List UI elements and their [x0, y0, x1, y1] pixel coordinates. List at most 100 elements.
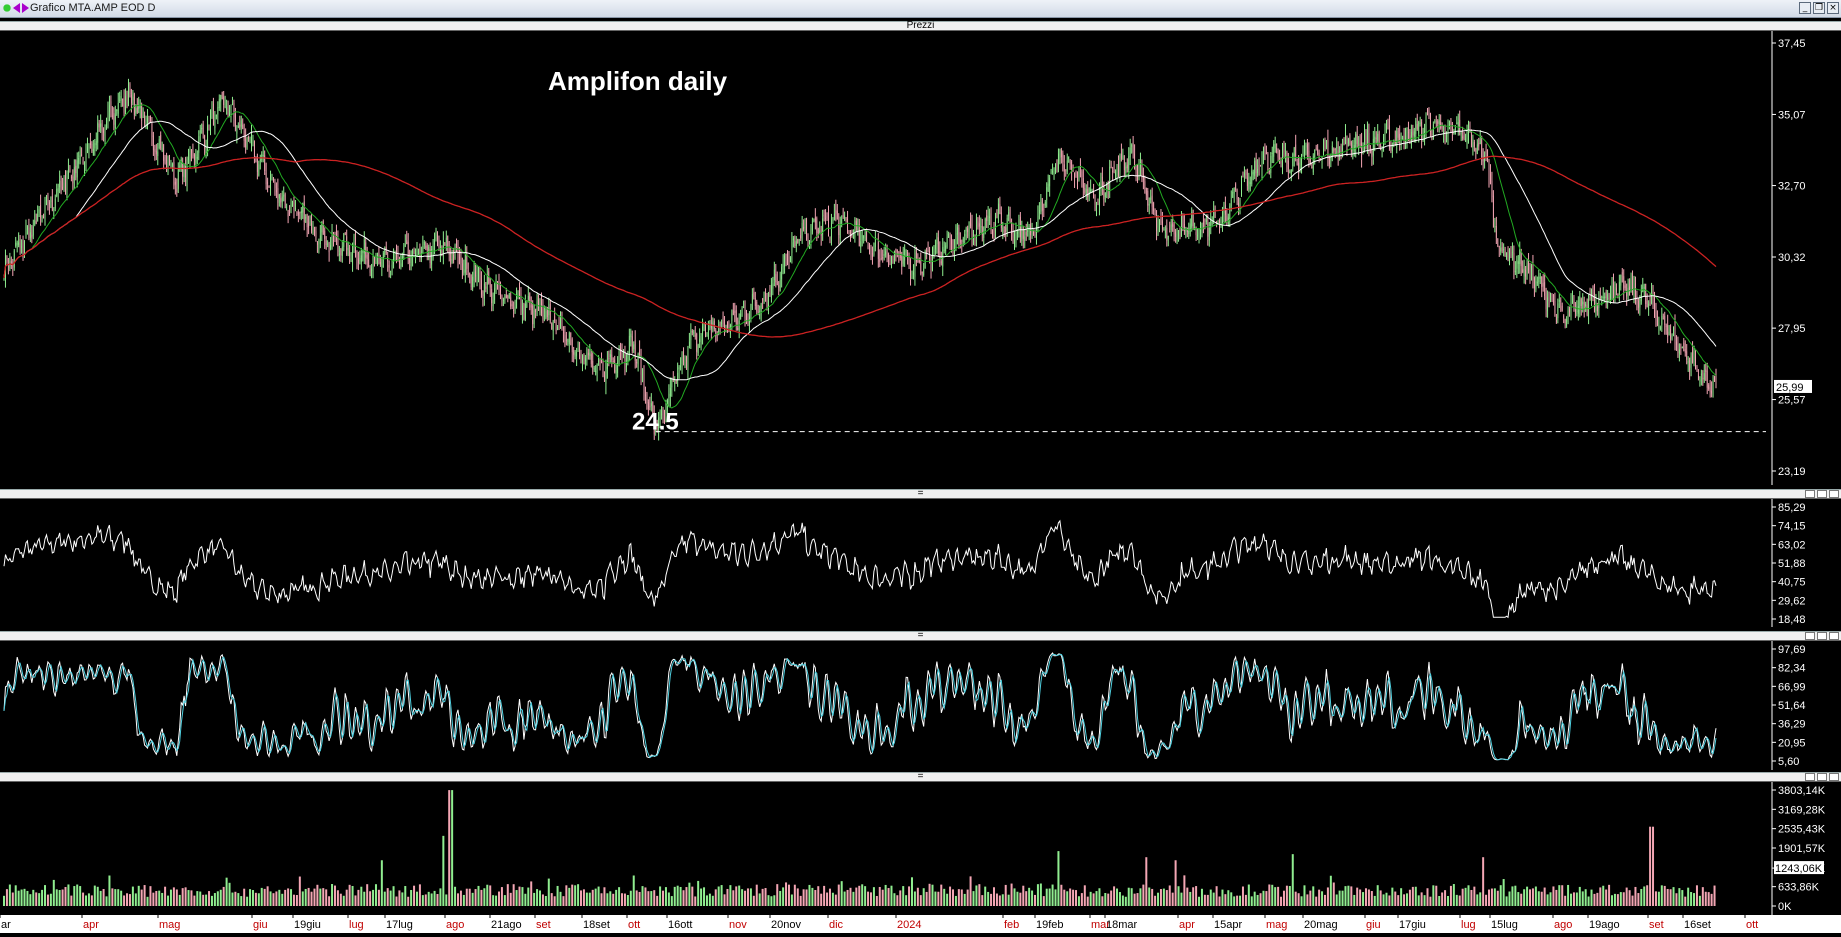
volume-bar [1408, 889, 1411, 906]
candle-body [1626, 290, 1628, 297]
candle-body [965, 227, 967, 232]
candle-body [1645, 283, 1647, 305]
pane-minimize-button[interactable] [1805, 490, 1815, 498]
candle-body [1497, 238, 1499, 247]
volume-bar [366, 884, 369, 906]
volume-bar [1323, 894, 1326, 906]
stochastic-pane[interactable]: 97,69 82,34 66,99 51,64 36,29 20,95 5,60 [0, 641, 1841, 770]
pane-close-button[interactable] [1829, 632, 1839, 640]
candle-body [926, 247, 928, 255]
candle-body [1488, 161, 1490, 178]
volume-bar [1177, 886, 1180, 906]
volume-bar [1356, 887, 1359, 906]
candle-body [571, 339, 573, 353]
volume-pane[interactable]: 3803,14K3169,28K2535,43K1901,57K1243,06K… [0, 782, 1841, 915]
candle-body [459, 256, 460, 261]
osc1-pane-header[interactable]: = [0, 488, 1841, 499]
volume-chart[interactable]: 3803,14K3169,28K2535,43K1901,57K1243,06K… [0, 782, 1841, 915]
volume-bar [597, 886, 600, 906]
date-axis[interactable]: ar apr mag giu 19giu lug 17lug ago 21ago set 18set… [0, 915, 1841, 933]
candle-body [123, 98, 125, 113]
volume-bar [1473, 886, 1476, 906]
candle-body [668, 393, 670, 399]
volume-bar [1529, 889, 1532, 906]
candle-body [645, 394, 646, 397]
candle-body [589, 352, 591, 357]
candle-body [176, 188, 178, 193]
candle-body [1632, 275, 1633, 291]
price-chart[interactable]: 37,4535,0732,7030,3227,9525,5723,1924.5A… [0, 31, 1841, 485]
price-pane[interactable]: 37,45 35,07 32,70 30,32 27,95 25,57 23,19 24.5 A… [0, 31, 1841, 485]
candle-body [1689, 358, 1691, 372]
green-dot-icon[interactable] [3, 3, 11, 13]
minimize-button[interactable]: _ [1799, 2, 1811, 14]
candle-body [604, 375, 605, 381]
candle-body [1699, 379, 1701, 382]
play-back-icon[interactable] [13, 3, 20, 13]
candle-body [208, 129, 210, 131]
volume-tick-label: 3803,14K [1778, 785, 1826, 797]
candle-body [1125, 166, 1127, 173]
close-button[interactable]: × [1827, 2, 1839, 14]
candle-body [1453, 133, 1455, 135]
candle-body [1286, 152, 1288, 164]
pane-minimize-button[interactable] [1805, 632, 1815, 640]
osc2-pane-header[interactable]: = [0, 630, 1841, 641]
price-pane-header[interactable]: Prezzi [0, 20, 1841, 31]
candle-body [1507, 249, 1509, 258]
candle-body [866, 230, 867, 242]
pane-restore-button[interactable] [1817, 632, 1827, 640]
candle-body [79, 155, 81, 158]
candle-body [772, 283, 774, 289]
volume-bar [1619, 892, 1622, 906]
volume-bar [1370, 891, 1373, 906]
candle-body [92, 148, 94, 156]
rsi-tick-label: 18,48 [1778, 614, 1806, 626]
volume-bar [1572, 892, 1575, 906]
candle-body [976, 218, 977, 239]
volume-bar [902, 886, 905, 906]
candle-body [1577, 306, 1579, 314]
candle-body [1246, 177, 1248, 187]
candle-body [743, 307, 744, 309]
candle-body [245, 138, 247, 148]
candle-body [1498, 246, 1500, 248]
play-forward-icon[interactable] [22, 3, 29, 13]
pane-close-button[interactable] [1829, 490, 1839, 498]
volume-bar [1616, 894, 1619, 906]
restore-button[interactable]: ❐ [1813, 2, 1825, 14]
volume-bar [1367, 889, 1370, 906]
candle-body [410, 254, 412, 266]
pane-minimize-button[interactable] [1805, 773, 1815, 781]
candle-body [1471, 134, 1472, 148]
candle-body [485, 286, 487, 289]
candle-body [343, 234, 345, 247]
pane-restore-button[interactable] [1817, 773, 1827, 781]
candle-body [136, 107, 138, 113]
volume-bar [1526, 886, 1529, 906]
pane-close-button[interactable] [1829, 773, 1839, 781]
candle-body [1490, 173, 1491, 182]
volume-bar [506, 884, 509, 906]
candle-body [1301, 154, 1302, 166]
candle-body [1178, 230, 1179, 237]
rsi-pane[interactable]: 85,29 74,15 63,02 51,88 40,75 29,62 18,48 [0, 499, 1841, 627]
candle-body [810, 228, 812, 239]
candle-body [785, 254, 787, 260]
candle-body [1034, 233, 1036, 238]
pane-restore-button[interactable] [1817, 490, 1827, 498]
volume-bar [1567, 884, 1570, 906]
volume-pane-header[interactable]: = [0, 771, 1841, 782]
volume-bar [474, 889, 477, 906]
volume-bar [1405, 893, 1408, 906]
volume-bar [828, 888, 831, 906]
candle-body [524, 303, 526, 320]
volume-bar [35, 892, 38, 906]
candle-body [97, 122, 99, 143]
volume-bar [310, 891, 313, 906]
volume-bar [787, 884, 790, 906]
candle-body [1289, 171, 1291, 173]
candle-body [555, 322, 557, 332]
